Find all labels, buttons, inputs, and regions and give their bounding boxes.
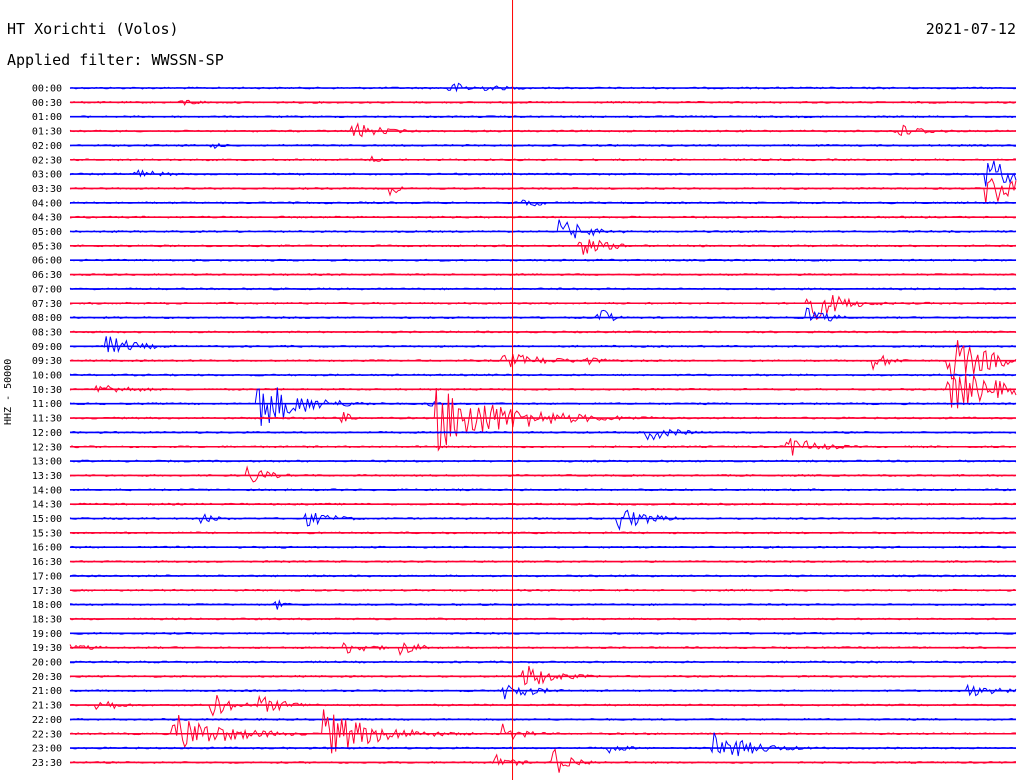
row-time-label: 17:30 — [32, 586, 62, 597]
row-time-label: 16:30 — [32, 557, 62, 568]
seismic-trace-row — [69, 388, 1017, 452]
row-time-label: 19:00 — [32, 629, 62, 640]
row-time-label: 05:30 — [32, 241, 62, 252]
row-time-label: 13:30 — [32, 471, 62, 482]
row-time-label: 05:00 — [32, 227, 62, 238]
filter-label: Applied filter: WWSSN-SP — [7, 51, 224, 69]
row-time-label: 11:30 — [32, 414, 62, 425]
row-time-label: 16:00 — [32, 543, 62, 554]
row-time-label: 20:30 — [32, 672, 62, 683]
row-time-label: 20:00 — [32, 658, 62, 669]
seismic-trace-row — [69, 428, 1017, 441]
row-time-label: 12:30 — [32, 442, 62, 453]
row-time-label: 04:00 — [32, 198, 62, 209]
seismic-trace-row — [69, 465, 1017, 483]
row-time-label: 01:30 — [32, 127, 62, 138]
row-time-label: 14:00 — [32, 485, 62, 496]
seismic-trace-row — [69, 665, 1017, 686]
row-time-label: 10:30 — [32, 385, 62, 396]
seismic-trace-row — [69, 122, 1017, 138]
station-title: HT Xorichti (Volos) — [7, 20, 179, 38]
row-time-label: 03:00 — [32, 170, 62, 181]
seismic-trace-row — [69, 732, 1017, 757]
seismic-trace-row — [69, 82, 1017, 93]
row-time-label: 11:00 — [32, 399, 62, 410]
row-time-label: 21:30 — [32, 701, 62, 712]
row-time-label: 06:30 — [32, 270, 62, 281]
row-time-label: 06:00 — [32, 256, 62, 267]
seismic-trace-row — [69, 683, 1017, 700]
row-time-label: 21:00 — [32, 686, 62, 697]
row-time-label: 14:30 — [32, 500, 62, 511]
row-time-label: 22:00 — [32, 715, 62, 726]
seismic-trace-row — [69, 239, 1017, 255]
row-time-label: 07:00 — [32, 284, 62, 295]
seismic-trace-row — [69, 509, 1017, 531]
seismic-trace-row — [69, 336, 1017, 354]
seismic-trace-row — [69, 709, 1017, 754]
row-time-label: 10:00 — [32, 371, 62, 382]
row-time-label: 23:30 — [32, 758, 62, 769]
row-time-label: 17:00 — [32, 571, 62, 582]
row-time-label: 08:30 — [32, 327, 62, 338]
row-time-label: 19:30 — [32, 643, 62, 654]
row-time-label: 15:00 — [32, 514, 62, 525]
row-time-label: 00:00 — [32, 84, 62, 95]
row-time-label: 15:30 — [32, 528, 62, 539]
seismic-trace-row — [69, 295, 1016, 321]
row-time-label: 02:30 — [32, 155, 62, 166]
row-time-label: 03:30 — [32, 184, 62, 195]
seismic-trace-row — [69, 177, 1017, 204]
seismic-trace-row — [69, 307, 1017, 322]
seismic-trace-row — [69, 219, 1017, 239]
row-time-label: 09:00 — [32, 342, 62, 353]
row-time-label: 22:30 — [32, 729, 62, 740]
row-time-label: 18:30 — [32, 614, 62, 625]
seismic-trace-row — [69, 642, 1017, 656]
row-time-label: 02:00 — [32, 141, 62, 152]
row-time-label: 01:00 — [32, 112, 62, 123]
row-time-label: 08:00 — [32, 313, 62, 324]
seismic-trace-row — [69, 748, 1017, 773]
record-date: 2021-07-12 — [925, 20, 1016, 38]
row-time-label: 18:00 — [32, 600, 62, 611]
row-time-label: 09:30 — [32, 356, 62, 367]
row-time-label: 07:30 — [32, 299, 62, 310]
row-time-label: 12:00 — [32, 428, 62, 439]
row-time-label: 13:00 — [32, 457, 62, 468]
row-time-label: 00:30 — [32, 98, 62, 109]
row-time-label: 04:30 — [32, 213, 62, 224]
row-time-label: 23:00 — [32, 744, 62, 755]
